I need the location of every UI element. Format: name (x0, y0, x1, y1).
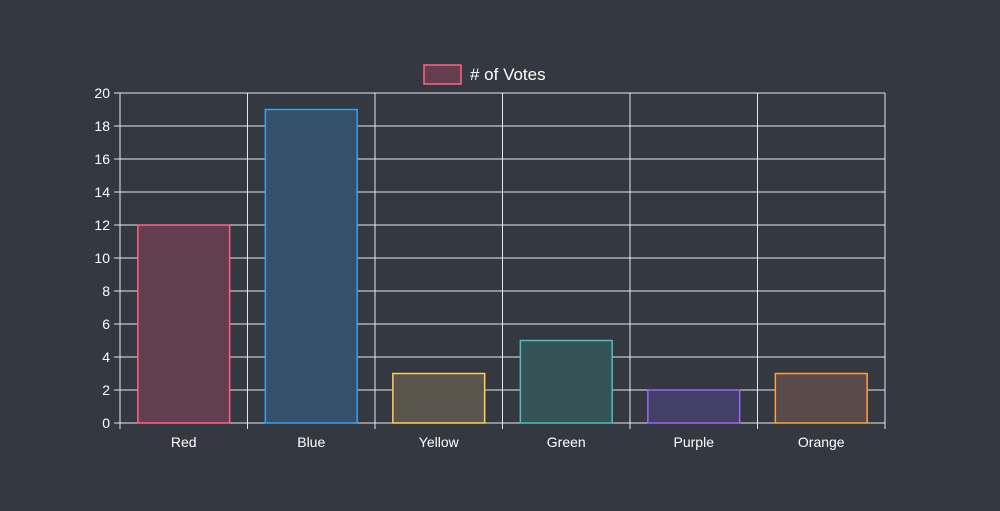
bar-yellow[interactable] (392, 372, 486, 424)
x-tick-label: Orange (798, 434, 845, 450)
bar-blue[interactable] (264, 108, 358, 424)
legend[interactable]: # of Votes (423, 64, 546, 85)
y-tick-label: 16 (94, 151, 110, 167)
x-tick-label: Red (171, 434, 197, 450)
bar-red[interactable] (137, 224, 231, 424)
bar-orange[interactable] (774, 372, 868, 424)
y-tick-label: 14 (94, 184, 110, 200)
y-tick-label: 0 (102, 415, 110, 431)
x-axis-ticks: Red Blue Yellow Green Purple Orange (171, 434, 845, 450)
x-tick-label: Blue (297, 434, 325, 450)
y-axis-ticks: 0 2 4 6 8 10 12 14 16 18 20 (94, 85, 110, 431)
bars (137, 108, 868, 424)
x-tick-label: Yellow (419, 434, 460, 450)
y-tick-label: 4 (102, 349, 110, 365)
x-tick-label: Green (547, 434, 586, 450)
bar-green[interactable] (519, 339, 613, 424)
x-tick-label: Purple (674, 434, 715, 450)
y-tick-label: 12 (94, 217, 110, 233)
legend-label[interactable]: # of Votes (470, 65, 546, 84)
y-tick-label: 10 (94, 250, 110, 266)
grid-lines (114, 92, 886, 429)
y-tick-label: 2 (102, 382, 110, 398)
y-tick-label: 20 (94, 85, 110, 101)
legend-swatch[interactable] (423, 64, 462, 85)
bar-purple[interactable] (647, 389, 741, 424)
y-tick-label: 8 (102, 283, 110, 299)
y-tick-label: 6 (102, 316, 110, 332)
y-tick-label: 18 (94, 118, 110, 134)
